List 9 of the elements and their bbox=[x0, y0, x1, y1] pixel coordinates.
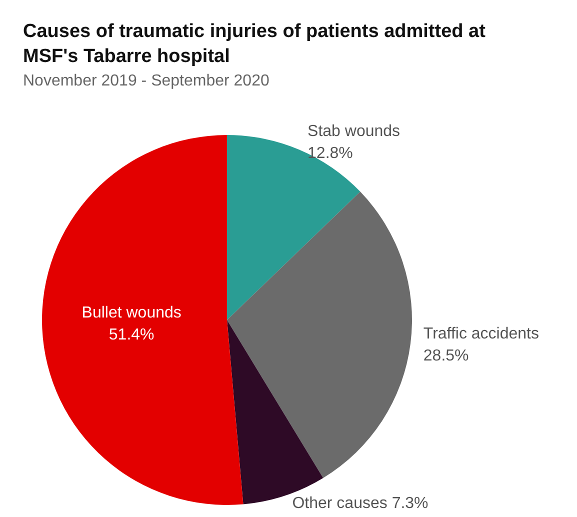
slice-label: Traffic accidents bbox=[423, 325, 540, 342]
slice-label: Other causes 7.3% bbox=[292, 494, 428, 512]
data-label: 12.8% bbox=[308, 144, 353, 162]
chart-subtitle: November 2019 - September 2020 bbox=[23, 72, 270, 90]
slice-label: Bullet wounds bbox=[82, 304, 182, 322]
data-label: 28.5% bbox=[423, 347, 469, 364]
chart-title: Causes of traumatic injuries of patients admitted at MSF's Tabarre hospital bbox=[23, 21, 486, 67]
data-label: 51.4% bbox=[108, 326, 154, 344]
slice-label: Stab wounds bbox=[308, 122, 400, 140]
